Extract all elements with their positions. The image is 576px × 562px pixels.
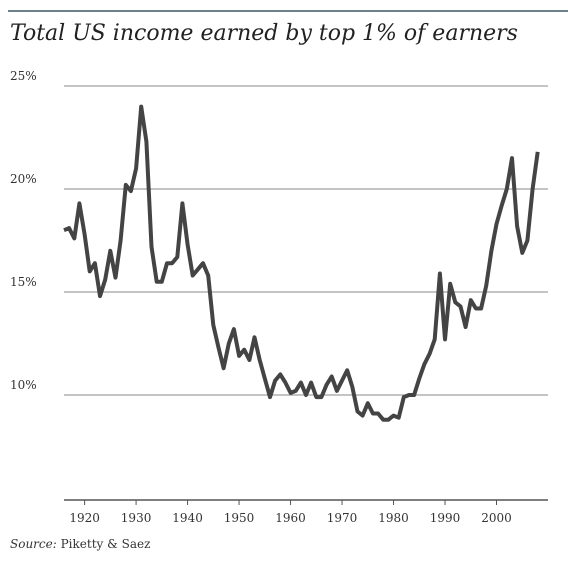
y-tick-label: 25%: [10, 69, 37, 83]
x-tick-label: 1970: [327, 511, 358, 525]
x-tick-label: 1990: [430, 511, 461, 525]
source: Source: Piketty & Saez: [10, 537, 150, 551]
chart-title: Total US income earned by top 1% of earn…: [10, 21, 518, 46]
x-tick-label: 1920: [69, 511, 100, 525]
x-tick-label: 1940: [172, 511, 203, 525]
x-tick-label: 1930: [121, 511, 152, 525]
x-tick-label: 2000: [481, 511, 512, 525]
plot: 10% 15% 20% 25% 1920 1930 1940 1950 1960 1970 1980…: [10, 69, 548, 525]
y-tick-label: 10%: [10, 378, 37, 392]
source-label: Source:: [10, 537, 57, 551]
data-line: [63, 104, 540, 422]
y-tick-label: 20%: [10, 172, 37, 186]
x-tick-label: 1960: [275, 511, 306, 525]
x-tick-label: 1980: [378, 511, 409, 525]
x-tick-label: 1950: [224, 511, 255, 525]
y-tick-label: 15%: [10, 275, 37, 289]
source-text: Piketty & Saez: [61, 537, 151, 551]
